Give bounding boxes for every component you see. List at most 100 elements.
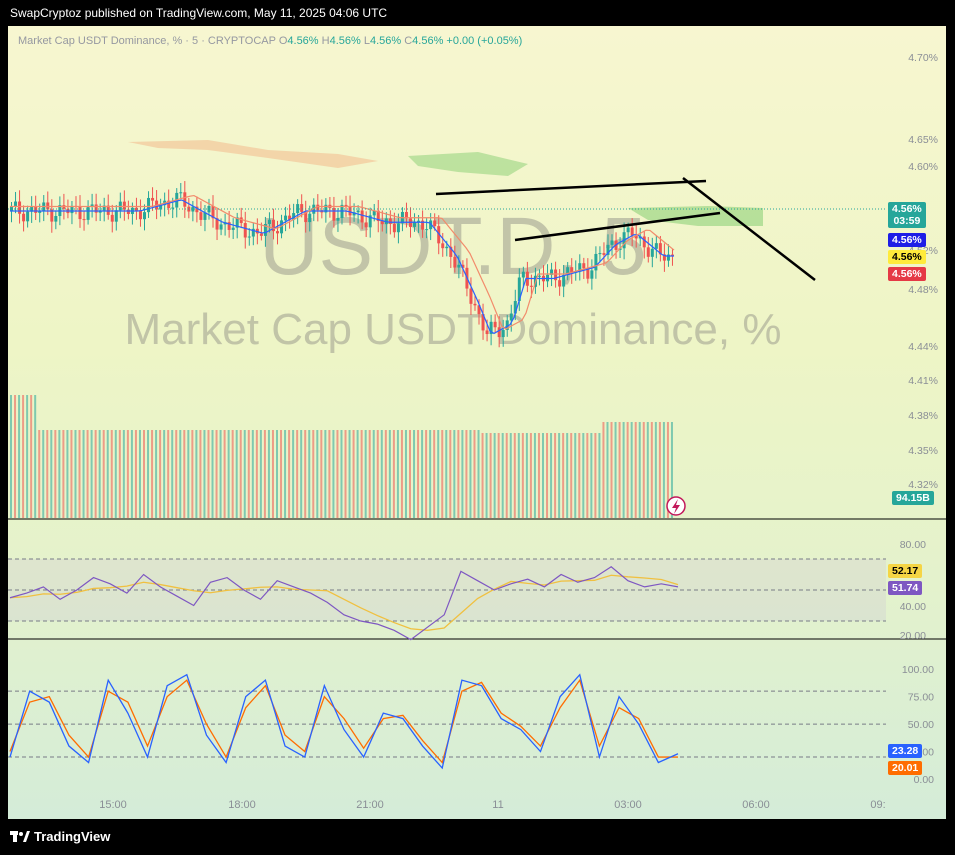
candle-body [586,268,590,279]
ema-price-tag: 4.56% [888,233,926,247]
volume-bar [517,433,520,518]
volume-bar [646,422,649,518]
volume-bar [533,433,536,518]
volume-bar [658,422,661,518]
watermark-ticker: USDT.D, 5 [259,201,646,292]
candle-body [469,288,473,304]
legend-part: 4.56% [370,35,404,47]
candle-body [417,220,421,222]
volume-bar [352,430,355,518]
candle-body [670,254,674,256]
volume-bar [70,430,73,518]
volume-bar [481,433,484,518]
stoch-d-line [9,678,678,764]
candle-body [50,209,54,222]
candle-body [630,227,634,236]
candle-body [276,231,279,234]
volume-bar [62,430,65,518]
volume-bar [332,430,335,518]
ichimoku-cloud-bear [128,140,378,168]
candle-body [94,204,98,213]
volume-bar [344,430,347,518]
volume-bar [74,430,77,518]
volume-bar [634,422,637,518]
volume-bar [554,433,557,518]
volume-bar [602,422,605,518]
volume-bar [642,422,645,518]
sma-red-price-tag: 4.56% [888,267,926,281]
candle-body [666,254,670,261]
stoch-axis-tick: 50.00 [908,719,934,731]
tradingview-brand[interactable]: TradingView [10,829,110,844]
candle-body [517,277,521,301]
volume-bar [54,430,57,518]
candle-body [626,227,630,233]
volume-bar [114,430,117,518]
candle-body [251,228,255,237]
volume-bar [445,430,448,518]
legend-part: Market Cap USDT Dominance, % · 5 · CRYPT… [18,35,279,47]
candle-body [296,204,300,214]
candle-body [263,223,267,236]
volume-bar [199,430,202,518]
volume-bar [521,433,524,518]
candle-body [388,218,392,224]
candle-body [513,300,517,314]
candle-body [461,264,465,268]
volume-bar [336,430,339,518]
volume-bar [497,433,500,518]
volume-bar [578,433,581,518]
volume-bar [239,430,242,518]
candle-body [304,211,308,223]
candle-body [14,201,18,207]
stoch-axis-tick: 0.00 [914,774,935,786]
volume-bar [340,430,343,518]
volume-bar [102,430,105,518]
volume-bar [461,430,464,518]
publisher-line: SwapCryptoz published on TradingView.com… [10,6,388,20]
volume-bar [195,430,198,518]
candle-body [646,247,650,257]
volume-bar [312,430,315,518]
volume-bar [284,430,287,518]
volume-bar [666,422,669,518]
candle-body [312,204,316,214]
candle-body [493,321,497,328]
candle-body [231,227,235,230]
candle-body [90,204,94,207]
candle-body [485,330,489,335]
volume-bar [316,430,319,518]
chart-frame[interactable]: USDT.D, 5 Market Cap USDT Dominance, % 4.7… [8,26,946,819]
last-price-tag: 4.56% 03:59 [888,202,926,228]
candle-body [336,218,340,221]
candle-body [509,313,513,321]
candle-body [550,269,554,275]
candle-body [211,206,215,219]
volume-bar [22,395,25,518]
candle-body [86,206,90,220]
candle-body [122,201,126,210]
candle-body [425,229,429,231]
volume-bar [380,430,383,518]
candle-body [352,212,356,216]
candle-body [364,222,368,228]
chart-canvas[interactable]: USDT.D, 5 Market Cap USDT Dominance, % 4.7… [8,26,946,819]
candle-body [642,236,646,248]
volume-bar [66,430,69,518]
candle-body [332,208,336,221]
volume-bar [82,430,85,518]
candle-body [219,224,223,230]
stoch-k-tag: 23.28 [888,744,923,758]
pattern-channel-top [435,179,707,196]
volume-bar [134,430,137,518]
volume-bar [586,433,589,518]
ema-line [10,199,674,335]
candle-body [505,320,509,331]
stoch-d-tag: 20.01 [888,761,923,775]
time-axis-tick: 15:00 [99,799,127,811]
candle-body [179,192,183,194]
volume-bar [122,430,125,518]
candle-body [324,204,328,213]
candle-body [22,213,26,222]
volume-bar [417,430,420,518]
